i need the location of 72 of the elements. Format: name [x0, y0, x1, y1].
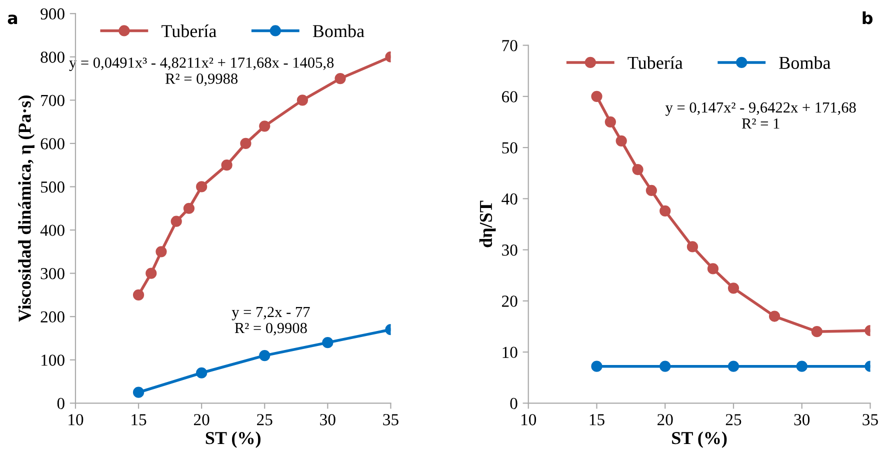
point — [632, 164, 644, 176]
y-tick-label: 500 — [41, 181, 64, 193]
x-tick-label: 20 — [658, 414, 673, 426]
x-tick-label: 35 — [383, 414, 398, 426]
y-tick-label: 0 — [57, 398, 64, 410]
point — [707, 263, 719, 274]
x-tick-label: 30 — [794, 414, 810, 426]
chart-title: a — [8, 14, 18, 24]
point — [132, 386, 144, 398]
annotation: y = 0,147x² - 9,6422x + 171,68 R² = 1 — [665, 102, 856, 129]
point — [811, 326, 822, 338]
point — [240, 138, 252, 150]
point — [259, 120, 270, 132]
x-axis-title: ST (%) — [672, 431, 727, 448]
point — [170, 216, 182, 227]
x-tick-label: 10 — [68, 414, 84, 426]
x-tick-label: 30 — [320, 414, 336, 426]
point — [604, 116, 616, 128]
point — [334, 72, 346, 84]
legend-label: Bomba — [779, 56, 831, 69]
y-tick-label: 700 — [41, 94, 64, 106]
point — [196, 367, 208, 378]
point — [296, 94, 308, 106]
y-axis-title: dη/ST — [479, 200, 496, 248]
x-tick-label: 35 — [862, 414, 878, 426]
point — [686, 241, 698, 252]
x-tick-label: 25 — [726, 414, 742, 426]
legend-label: Bomba — [312, 24, 364, 38]
x-tick-label: 15 — [132, 414, 146, 426]
y-tick-label: 70 — [502, 40, 518, 52]
point — [196, 181, 208, 192]
point — [660, 360, 671, 372]
point — [768, 310, 780, 322]
y-tick-label: 100 — [42, 354, 64, 366]
point — [646, 184, 657, 196]
point — [728, 282, 740, 294]
y-tick-label: 60 — [502, 91, 518, 102]
point — [728, 360, 740, 372]
point — [132, 289, 144, 301]
y-tick-label: 600 — [40, 138, 64, 150]
point — [796, 360, 808, 372]
y-tick-label: 10 — [502, 346, 518, 358]
point — [660, 205, 671, 216]
point — [259, 350, 270, 362]
y-tick-label: 900 — [40, 8, 64, 20]
y-axis-title: Viscosidad dinámica, η (Pa·s) — [18, 96, 35, 322]
point — [156, 246, 167, 258]
x-tick-label: 25 — [257, 414, 272, 426]
y-tick-label: 400 — [40, 224, 64, 236]
legend-label: Tubería — [162, 24, 216, 38]
annotation: y = 7,2x - 77 R² = 0,9908 — [232, 306, 310, 336]
y-tick-label: 300 — [40, 268, 64, 280]
x-tick-label: 10 — [521, 414, 536, 426]
x-tick-label: 15 — [590, 414, 604, 426]
x-axis-title: ST (%) — [206, 431, 260, 448]
y-tick-label: 40 — [502, 193, 518, 205]
x-tick-label: 20 — [194, 414, 210, 426]
y-tick-label: 20 — [502, 296, 518, 307]
chart-title: b — [862, 11, 873, 24]
point — [591, 360, 602, 372]
point — [616, 135, 627, 146]
point — [146, 268, 157, 279]
point — [322, 337, 334, 348]
y-tick-label: 50 — [502, 142, 518, 154]
y-tick-label: 200 — [40, 311, 64, 323]
point — [183, 202, 195, 214]
legend-label: Tubería — [628, 56, 683, 69]
point — [591, 90, 602, 102]
point — [221, 160, 232, 171]
y-tick-label: 0 — [510, 398, 518, 410]
y-tick-label: 30 — [502, 244, 518, 256]
y-tick-label: 800 — [40, 52, 64, 63]
